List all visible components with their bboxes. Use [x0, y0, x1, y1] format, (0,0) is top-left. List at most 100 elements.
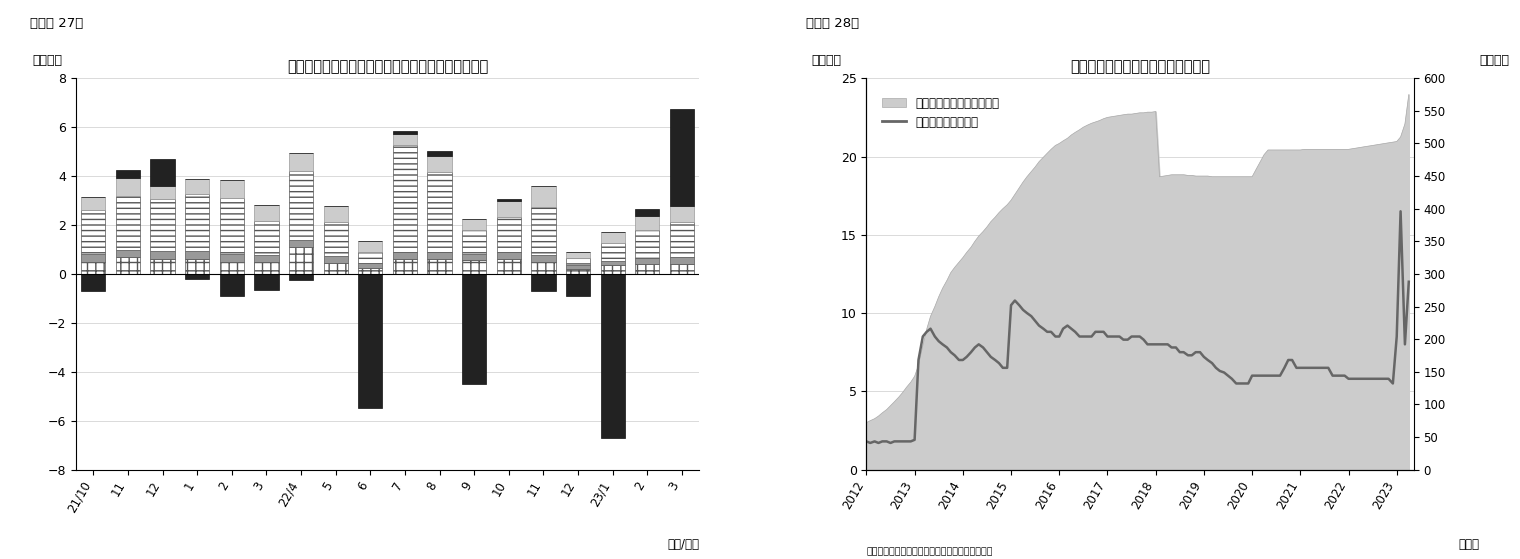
- Bar: [81, 197, 105, 210]
- Bar: [392, 131, 416, 134]
- Bar: [392, 134, 416, 145]
- Bar: [324, 263, 348, 274]
- Bar: [600, 261, 625, 266]
- Bar: [427, 259, 451, 274]
- Bar: [427, 252, 451, 259]
- Bar: [150, 259, 175, 274]
- Title: 主要投資家の国内公社債買い越し額（店頭・月次）: 主要投資家の国内公社債買い越し額（店頭・月次）: [287, 59, 488, 74]
- Text: （年/月）: （年/月）: [667, 538, 699, 551]
- Bar: [116, 196, 140, 250]
- Bar: [462, 219, 486, 230]
- Bar: [565, 258, 590, 264]
- Legend: 長期国債保有残高（右軸）, 長期国債月間買入額: 長期国債保有残高（右軸）, 長期国債月間買入額: [877, 92, 1005, 134]
- Bar: [185, 250, 210, 259]
- Bar: [324, 256, 348, 263]
- Bar: [565, 252, 590, 258]
- Title: 日銀の長期国債買入れ額と保有残高: 日銀の長期国債買入れ額と保有残高: [1070, 59, 1210, 74]
- Bar: [289, 274, 313, 280]
- Bar: [220, 262, 243, 274]
- Bar: [670, 264, 695, 274]
- Bar: [462, 274, 486, 384]
- Bar: [497, 198, 521, 201]
- Bar: [324, 206, 348, 222]
- Bar: [462, 254, 486, 260]
- Bar: [635, 216, 660, 230]
- Bar: [150, 200, 175, 250]
- Bar: [185, 178, 210, 195]
- Bar: [497, 259, 521, 274]
- Bar: [324, 222, 348, 256]
- Bar: [185, 259, 210, 274]
- Bar: [670, 257, 695, 264]
- Bar: [600, 231, 625, 243]
- Bar: [254, 274, 278, 290]
- Bar: [532, 186, 555, 207]
- Bar: [150, 186, 175, 200]
- Bar: [116, 250, 140, 257]
- Bar: [289, 153, 313, 171]
- Bar: [462, 260, 486, 274]
- Bar: [220, 274, 243, 296]
- Bar: [635, 230, 660, 258]
- Bar: [392, 252, 416, 259]
- Bar: [565, 274, 590, 296]
- Text: （図表 27）: （図表 27）: [30, 17, 84, 30]
- Bar: [427, 172, 451, 252]
- Bar: [359, 274, 383, 409]
- Bar: [635, 258, 660, 264]
- Bar: [185, 274, 210, 279]
- Bar: [289, 240, 313, 247]
- Text: （兆円）: （兆円）: [1479, 54, 1509, 67]
- Bar: [635, 209, 660, 216]
- Bar: [150, 159, 175, 186]
- Text: （兆円）: （兆円）: [32, 54, 62, 67]
- Bar: [532, 262, 555, 274]
- Bar: [185, 195, 210, 250]
- Bar: [220, 254, 243, 262]
- Bar: [116, 178, 140, 196]
- Bar: [359, 268, 383, 274]
- Bar: [427, 156, 451, 172]
- Bar: [462, 230, 486, 254]
- Bar: [497, 201, 521, 217]
- Bar: [254, 205, 278, 221]
- Text: （兆円）: （兆円）: [812, 54, 842, 67]
- Bar: [289, 171, 313, 240]
- Bar: [532, 255, 555, 262]
- Bar: [635, 264, 660, 274]
- Bar: [116, 170, 140, 178]
- Bar: [150, 250, 175, 259]
- Text: （図表 28）: （図表 28）: [806, 17, 859, 30]
- Bar: [670, 222, 695, 257]
- Bar: [670, 206, 695, 222]
- Bar: [532, 274, 555, 291]
- Bar: [359, 263, 383, 268]
- Bar: [359, 252, 383, 263]
- Bar: [497, 217, 521, 252]
- Bar: [670, 110, 695, 206]
- Bar: [600, 243, 625, 261]
- Bar: [427, 151, 451, 156]
- Bar: [289, 247, 313, 274]
- Bar: [532, 207, 555, 255]
- Bar: [116, 257, 140, 274]
- Bar: [392, 259, 416, 274]
- Bar: [254, 255, 278, 262]
- Text: （資料）日銀データよりニッセイ基礎研究所作成: （資料）日銀データよりニッセイ基礎研究所作成: [866, 548, 993, 557]
- Bar: [81, 210, 105, 254]
- Bar: [81, 254, 105, 262]
- Bar: [600, 274, 625, 438]
- Bar: [359, 241, 383, 252]
- Text: （年）: （年）: [1458, 538, 1479, 551]
- Bar: [565, 269, 590, 274]
- Bar: [220, 180, 243, 198]
- Bar: [565, 264, 590, 269]
- Bar: [220, 198, 243, 254]
- Bar: [497, 252, 521, 259]
- Bar: [392, 145, 416, 252]
- Bar: [254, 262, 278, 274]
- Bar: [600, 266, 625, 274]
- Bar: [81, 274, 105, 291]
- Bar: [81, 262, 105, 274]
- Bar: [254, 221, 278, 255]
